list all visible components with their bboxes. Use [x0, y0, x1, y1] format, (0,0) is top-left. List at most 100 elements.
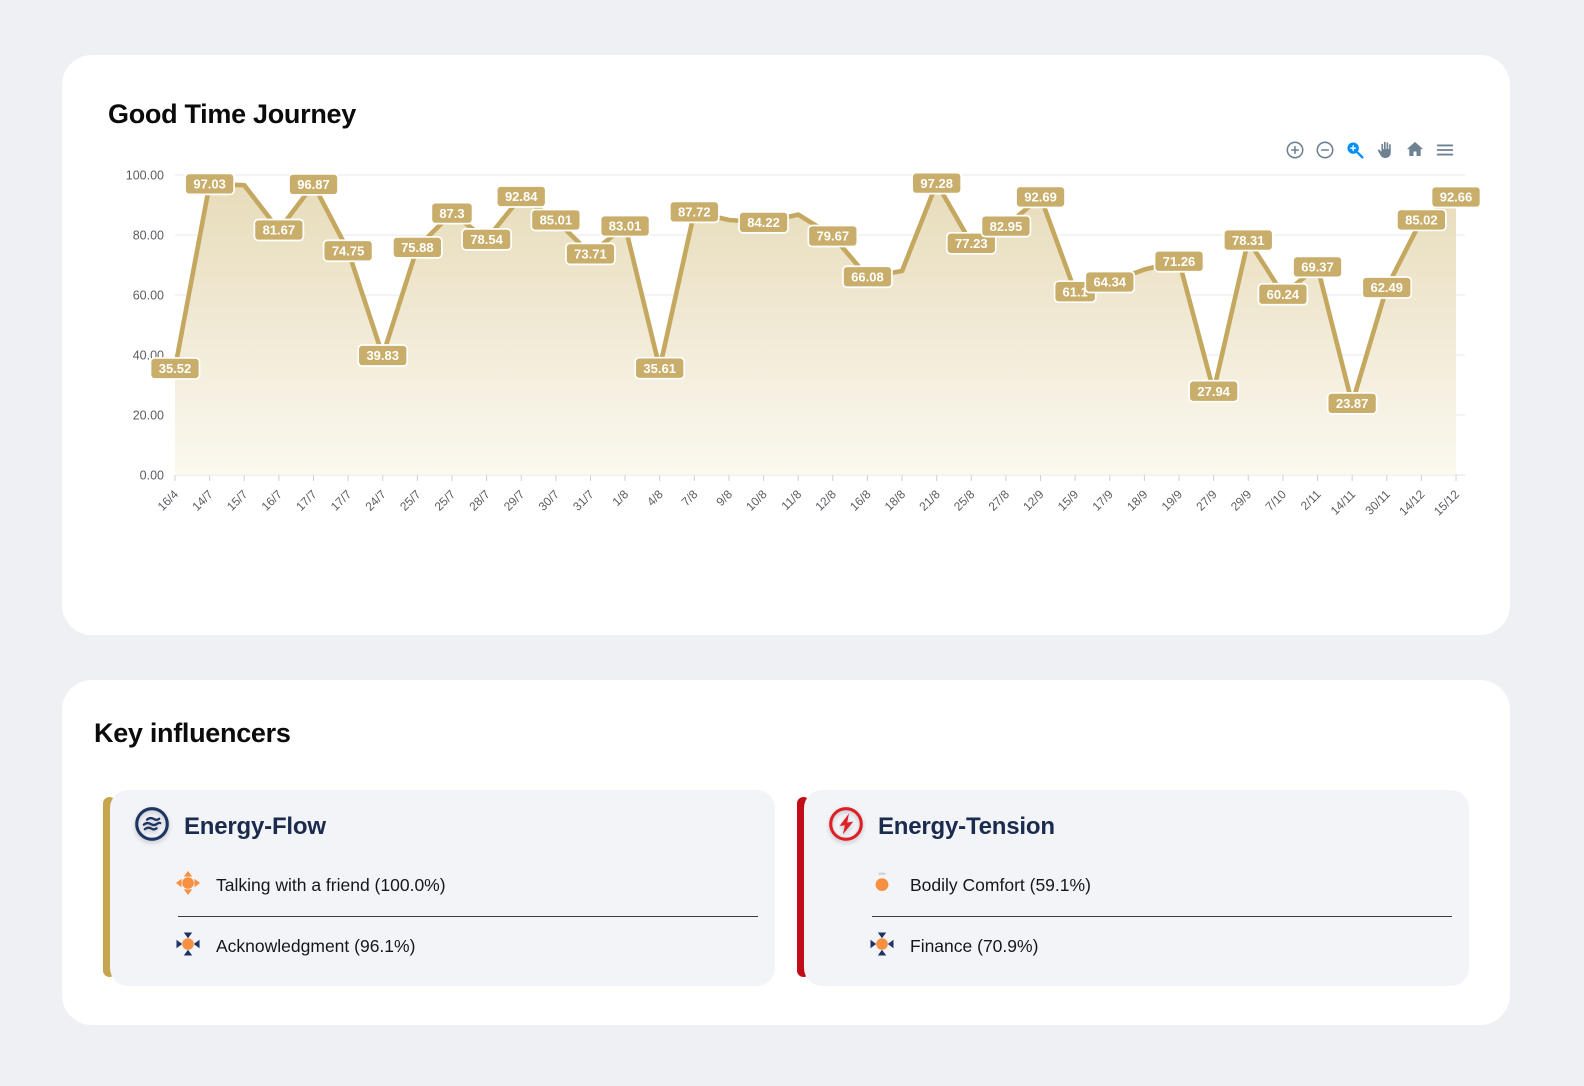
- svg-text:18/8: 18/8: [882, 487, 909, 514]
- svg-text:78.31: 78.31: [1232, 233, 1265, 248]
- expand-arrows-icon: [175, 870, 201, 901]
- svg-text:14/7: 14/7: [189, 487, 216, 514]
- svg-text:100.00: 100.00: [126, 168, 164, 182]
- data-label: [1257, 282, 1309, 306]
- svg-text:24/7: 24/7: [362, 487, 389, 514]
- svg-text:85.02: 85.02: [1405, 213, 1438, 228]
- svg-text:75.88: 75.88: [401, 240, 434, 255]
- svg-text:20.00: 20.00: [133, 408, 164, 422]
- svg-text:2/11: 2/11: [1298, 487, 1324, 513]
- data-label: [1430, 185, 1480, 209]
- svg-text:66.08: 66.08: [851, 269, 884, 284]
- data-label: [530, 208, 582, 232]
- data-label: [1015, 185, 1066, 209]
- contract-arrows-icon: [175, 931, 201, 962]
- svg-text:12/8: 12/8: [813, 487, 840, 514]
- svg-text:1/8: 1/8: [610, 487, 632, 509]
- svg-text:19/9: 19/9: [1159, 487, 1186, 514]
- data-label: [945, 231, 997, 255]
- home-icon[interactable]: [1404, 139, 1426, 161]
- svg-text:27/8: 27/8: [986, 487, 1013, 514]
- data-label: [184, 172, 235, 196]
- energy-flow-header: Energy-Flow: [133, 805, 326, 848]
- influencer-item: Bodily Comfort (59.1%): [869, 870, 1091, 901]
- data-label: [1292, 255, 1343, 279]
- data-label: [288, 173, 339, 196]
- energy-flow-title: Energy-Flow: [184, 812, 326, 840]
- svg-text:30/11: 30/11: [1362, 487, 1393, 518]
- data-label: [1396, 208, 1447, 232]
- svg-text:21/8: 21/8: [916, 487, 943, 514]
- zoom-in-icon[interactable]: [1284, 139, 1306, 161]
- energy-flow-card-background: [110, 790, 775, 986]
- svg-text:11/8: 11/8: [779, 487, 805, 513]
- data-label: [1084, 270, 1136, 294]
- svg-text:27.94: 27.94: [1197, 384, 1230, 399]
- svg-text:85.01: 85.01: [540, 213, 573, 228]
- svg-text:29/9: 29/9: [1228, 487, 1255, 514]
- svg-text:25/7: 25/7: [397, 487, 424, 514]
- svg-text:84.22: 84.22: [747, 215, 780, 230]
- data-label: [430, 201, 474, 225]
- energy-tension-card: Energy-Tension Bodily Comfort (59.1%): [797, 790, 1469, 986]
- influencer-item-label: Talking with a friend (100.0%): [216, 875, 446, 895]
- data-labels: 35.52 97.03 81.67 96.87 74.75 39.83 75.88 87.3 7…: [149, 171, 1480, 415]
- svg-text:27/9: 27/9: [1193, 487, 1220, 514]
- svg-text:73.71: 73.71: [574, 247, 607, 262]
- influencer-item: Finance (70.9%): [869, 931, 1038, 962]
- svg-text:71.26: 71.26: [1163, 254, 1196, 269]
- key-influencers-heading: Key influencers: [94, 718, 291, 748]
- svg-text:0.00: 0.00: [140, 468, 164, 482]
- data-label: [357, 344, 409, 367]
- energy-tension-header: Energy-Tension: [827, 805, 1055, 848]
- data-label: [1188, 379, 1239, 403]
- svg-text:74.75: 74.75: [332, 243, 365, 258]
- svg-text:35.52: 35.52: [159, 361, 192, 376]
- data-label: [807, 224, 859, 248]
- energy-flow-card: Energy-Flow Talking with a friend (100.0…: [103, 790, 775, 986]
- data-label: [322, 239, 374, 263]
- influencer-item: Talking with a friend (100.0%): [175, 870, 446, 901]
- svg-text:15/9: 15/9: [1055, 487, 1082, 514]
- svg-text:92.84: 92.84: [505, 189, 538, 204]
- data-label: [1361, 276, 1413, 299]
- svg-text:16/4: 16/4: [155, 487, 182, 514]
- svg-text:25/7: 25/7: [432, 487, 459, 514]
- svg-text:69.37: 69.37: [1301, 260, 1334, 275]
- dot-icon: [869, 870, 895, 901]
- x-axis: 16/4 14/7 15/7 16/7 17/7 17/7 24/7 25/7 25/7 28/7…: [155, 475, 1462, 518]
- svg-text:23.87: 23.87: [1336, 396, 1369, 411]
- svg-text:92.69: 92.69: [1024, 190, 1057, 205]
- chart-toolbar: [1284, 139, 1456, 161]
- svg-text:80.00: 80.00: [133, 228, 164, 242]
- svg-text:25/8: 25/8: [951, 487, 978, 514]
- svg-text:60.00: 60.00: [133, 288, 164, 302]
- chart-title: Good Time Journey: [108, 99, 356, 129]
- contract-arrows-icon: [869, 931, 895, 962]
- divider: [178, 916, 758, 917]
- influencer-item-label: Finance (70.9%): [910, 936, 1039, 956]
- selection-zoom-icon[interactable]: [1344, 139, 1366, 161]
- data-label: [980, 214, 1032, 238]
- svg-text:14/12: 14/12: [1396, 487, 1427, 518]
- svg-text:12/9: 12/9: [1020, 487, 1047, 514]
- data-label: [149, 357, 201, 380]
- pan-hand-icon[interactable]: [1374, 139, 1396, 161]
- zoom-out-icon[interactable]: [1314, 139, 1336, 161]
- svg-text:15/7: 15/7: [224, 487, 251, 514]
- svg-text:79.67: 79.67: [817, 229, 850, 244]
- lightning-icon: [827, 805, 865, 848]
- svg-text:29/7: 29/7: [501, 487, 528, 514]
- svg-text:82.95: 82.95: [990, 219, 1023, 234]
- data-label: [668, 200, 720, 224]
- data-label: [495, 185, 547, 208]
- data-label: [253, 218, 305, 242]
- svg-text:39.83: 39.83: [366, 348, 399, 363]
- menu-icon[interactable]: [1434, 139, 1456, 161]
- svg-text:61.1: 61.1: [1063, 284, 1088, 299]
- data-label: [1153, 249, 1205, 273]
- svg-text:16/7: 16/7: [259, 487, 286, 514]
- svg-text:35.61: 35.61: [643, 361, 676, 376]
- svg-text:4/8: 4/8: [644, 487, 666, 509]
